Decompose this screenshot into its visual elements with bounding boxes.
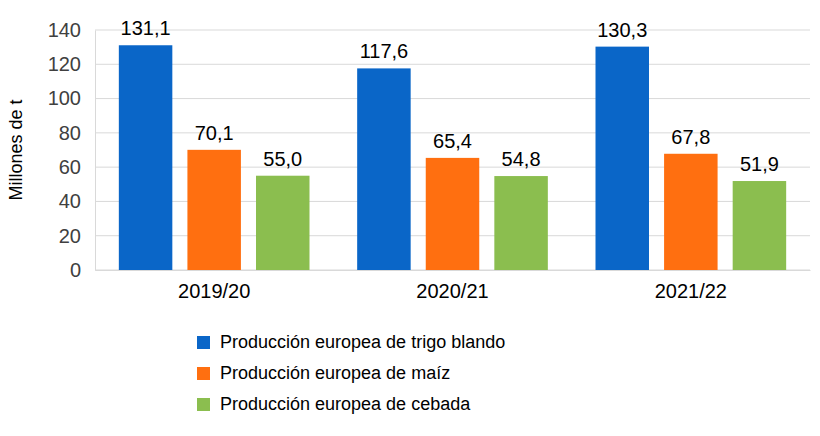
bar [596, 47, 649, 270]
grid-line [95, 64, 810, 65]
x-axis-line [96, 270, 811, 271]
data-label: 70,1 [195, 122, 234, 144]
legend-label: Producción europea de cebada [220, 394, 471, 414]
y-tick-label: 60 [59, 156, 81, 178]
data-label: 131,1 [121, 17, 171, 39]
legend-swatch [197, 398, 210, 411]
x-tick: 2019/20 [178, 270, 250, 302]
y-tick-label: 120 [48, 53, 81, 75]
y-tick-label: 140 [48, 19, 81, 41]
bar [426, 158, 479, 270]
y-tick: 60 [59, 156, 95, 178]
y-tick-label: 0 [70, 259, 81, 281]
bar [664, 154, 717, 270]
x-tick-label: 2020/21 [416, 280, 488, 302]
y-tick: 40 [59, 190, 95, 212]
data-labels: 131,1 117,6 130,3 70,1 65,4 67,8 55,0 54,8 51,9 [121, 17, 779, 175]
x-tick: 2020/21 [416, 270, 488, 302]
data-label: 130,3 [597, 19, 647, 41]
bar [494, 176, 547, 270]
legend-swatch [197, 367, 210, 380]
y-tick: 20 [59, 225, 95, 247]
bar [256, 176, 309, 270]
data-label: 51,9 [740, 153, 779, 175]
y-tick-label: 40 [59, 190, 81, 212]
x-tick-label: 2021/22 [655, 280, 727, 302]
grid-line [95, 98, 810, 99]
y-tick-label: 80 [59, 122, 81, 144]
legend-label: Producción europea de trigo blando [220, 332, 505, 352]
y-tick: 120 [48, 53, 95, 75]
y-tick: 140 [48, 19, 95, 41]
data-label: 54,8 [502, 148, 541, 170]
bar [357, 68, 410, 270]
y-tick-label: 100 [48, 87, 81, 109]
data-label: 67,8 [671, 126, 710, 148]
chart-svg: 0 20 40 60 80 100 120 140 2019/20 2020/21 2021/22 1… [0, 0, 820, 436]
bar [733, 181, 786, 270]
chart-container: 0 20 40 60 80 100 120 140 2019/20 2020/21 2021/22 1… [0, 0, 820, 436]
x-tick: 2021/22 [655, 270, 727, 302]
y-tick: 80 [59, 122, 95, 144]
bar [119, 45, 172, 270]
y-axis: 0 20 40 60 80 100 120 140 [48, 19, 96, 281]
y-tick: 100 [48, 87, 95, 109]
bar [187, 150, 240, 270]
y-tick-label: 20 [59, 225, 81, 247]
data-label: 55,0 [263, 148, 302, 170]
data-label: 65,4 [433, 130, 472, 152]
x-axis: 2019/20 2020/21 2021/22 [96, 270, 811, 302]
legend-swatch [197, 336, 210, 349]
grid-line [95, 30, 810, 31]
grid [95, 30, 810, 270]
y-axis-title: Millones de t [6, 99, 26, 200]
plot: 0 20 40 60 80 100 120 140 2019/20 2020/21 2021/22 1… [48, 17, 811, 302]
y-axis-line [95, 31, 96, 271]
legend-label: Producción europea de maíz [220, 363, 450, 383]
y-tick: 0 [70, 259, 95, 281]
data-label: 117,6 [360, 40, 409, 62]
bars [119, 45, 786, 270]
legend: Producción europea de trigo blando Produc… [197, 332, 505, 414]
x-tick-label: 2019/20 [178, 280, 250, 302]
